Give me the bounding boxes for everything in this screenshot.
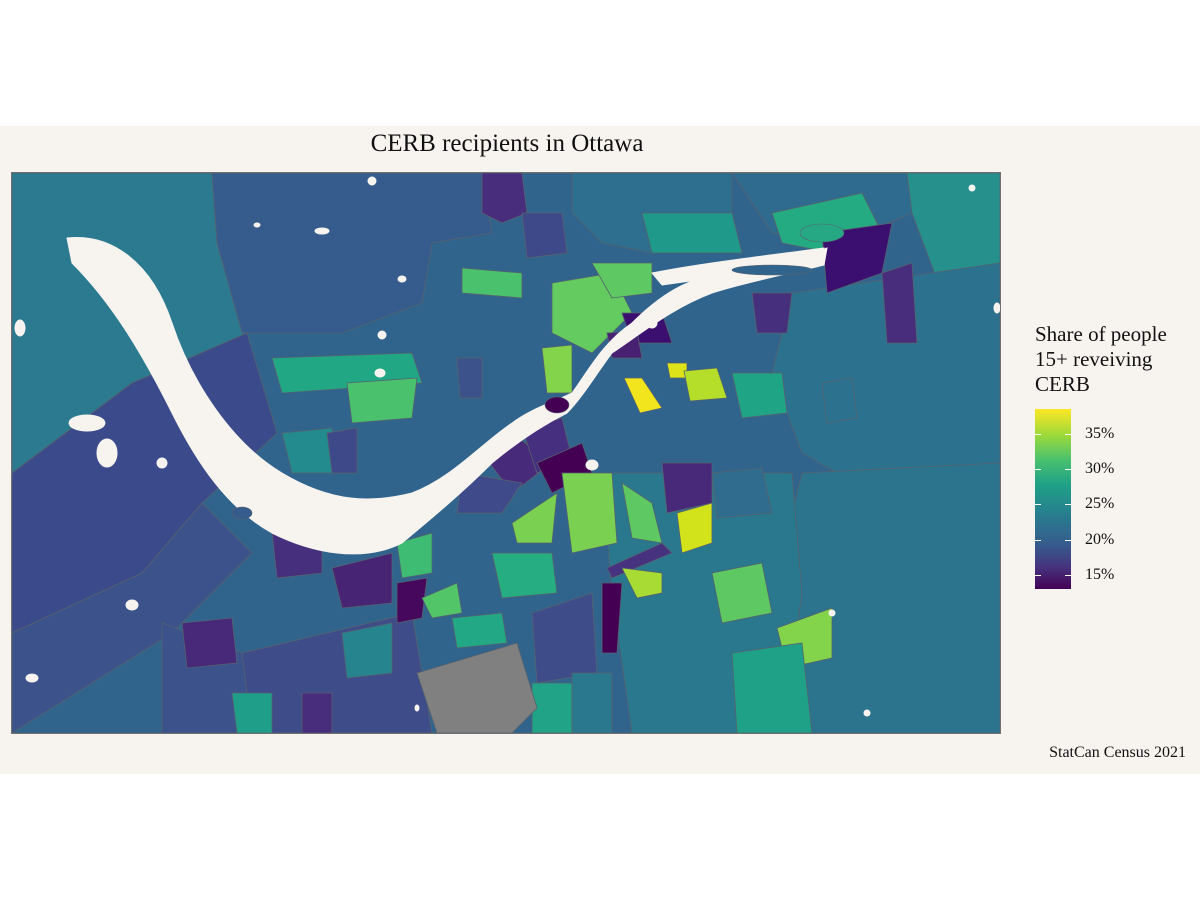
region [301, 692, 333, 733]
legend-tick-label: 15% [1085, 565, 1115, 583]
island [231, 506, 253, 520]
region [511, 492, 558, 544]
region [531, 682, 573, 733]
lake [414, 704, 420, 712]
region [481, 173, 528, 224]
source-caption: StatCan Census 2021 [1049, 744, 1186, 761]
region [341, 622, 393, 679]
legend-title: Share of people 15+ reveiving CERB [1035, 322, 1195, 397]
legend-colorbar: 35% 30% 25% 20% 15% [1035, 409, 1195, 589]
lake [374, 368, 386, 378]
region [461, 267, 523, 299]
legend-tick-label: 20% [1085, 530, 1115, 548]
lake [156, 457, 168, 469]
lake [377, 330, 387, 340]
region [731, 642, 813, 733]
region [666, 362, 688, 379]
lake [585, 459, 599, 471]
region [326, 427, 358, 474]
region [451, 612, 508, 649]
region [731, 372, 788, 419]
lake [14, 319, 26, 337]
lake [314, 227, 330, 235]
lake [397, 275, 407, 283]
region [641, 212, 743, 254]
island [731, 264, 813, 276]
no-data-region [416, 642, 538, 733]
choropleth-map [12, 173, 1000, 733]
map-panel [11, 172, 1001, 734]
region [541, 344, 573, 394]
legend-title-line: 15+ reveiving [1035, 347, 1153, 371]
ottawa-river [66, 236, 828, 555]
region [12, 502, 253, 733]
region [623, 377, 663, 414]
legend-tick-label: 30% [1085, 460, 1115, 477]
region [456, 472, 523, 514]
region [751, 292, 793, 334]
lake [68, 414, 106, 432]
lake [863, 709, 871, 717]
lake [125, 599, 139, 611]
region [521, 212, 568, 259]
region [683, 367, 728, 402]
lake [367, 176, 377, 186]
legend-tick-label: 35% [1085, 424, 1115, 442]
map-figure: CERB recipients in Ottawa [0, 126, 1200, 774]
lake [25, 673, 39, 683]
region [346, 377, 418, 424]
region [881, 262, 918, 344]
region [711, 562, 773, 624]
lake [993, 302, 1000, 314]
region [331, 552, 393, 609]
region [231, 692, 273, 733]
region [561, 472, 618, 554]
legend-title-line: CERB [1035, 372, 1090, 396]
island [544, 396, 570, 414]
region [181, 617, 238, 669]
map-title: CERB recipients in Ottawa [370, 130, 644, 157]
lake [646, 317, 658, 329]
region [601, 582, 623, 654]
lake [828, 609, 836, 617]
region [621, 567, 663, 599]
island [799, 223, 845, 243]
legend-gradient [1035, 409, 1071, 589]
region [676, 502, 713, 554]
legend-title-line: Share of people [1035, 322, 1167, 346]
region [421, 582, 463, 619]
river-channel [651, 247, 825, 286]
region [591, 262, 653, 299]
lake [253, 222, 261, 228]
lake [968, 184, 976, 192]
region [396, 577, 428, 624]
lake [96, 438, 118, 468]
region [456, 357, 483, 399]
region [821, 377, 858, 424]
legend-tick-label: 25% [1085, 495, 1115, 513]
region [711, 467, 773, 519]
region [571, 672, 613, 733]
region [396, 532, 433, 579]
region [491, 552, 558, 599]
legend: Share of people 15+ reveiving CERB 35% 3… [1035, 322, 1195, 589]
